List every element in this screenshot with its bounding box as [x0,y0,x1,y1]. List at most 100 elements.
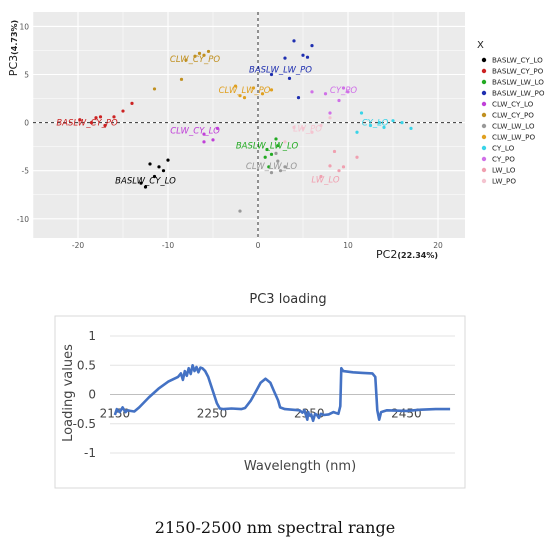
scatter-point [328,116,332,120]
scatter-point [184,58,188,62]
scatter-point [323,92,328,96]
scatter-point [78,118,82,122]
scatter-point [310,44,314,48]
scatter-x-tick-label: -10 [162,241,174,250]
scatter-point [121,109,125,113]
loading-gridlines [110,335,455,454]
scatter-point [328,111,332,115]
scatter-point [332,149,337,154]
scatter-group-label: CY_PO [330,86,358,96]
scatter-point [202,53,206,57]
scatter-point [292,125,296,130]
scatter-point [197,51,202,55]
scatter-point [139,181,143,185]
pc3-loading-chart: -1-0.500.51 2150 2250 2350 2450 Loading val… [54,315,466,489]
legend-marker [481,101,487,107]
scatter-point [276,159,280,163]
scatter-x-axis-label: PC2(22.34%) [376,248,438,261]
legend-entry-label: CY_LO [492,144,515,153]
loading-y-tick-label: -0.5 [73,417,96,431]
loading-y-tick-label: 1 [88,329,96,343]
scatter-point [179,77,184,81]
scatter-point [193,54,197,58]
scatter-point [202,132,206,136]
scatter-point [301,53,305,57]
legend-entry-label: BASLW_CY_PO [492,67,544,76]
loading-y-axis-label: Loading values [61,344,76,442]
legend-marker [481,156,487,162]
scatter-point [238,94,242,98]
scatter-point [274,137,278,141]
scatter-legend: X BASLW_CY_LO BASLW_CY_PO BASLW_LW_LO BASLW… [477,40,545,186]
scatter-point [355,155,359,159]
scatter-y-tick-label: 5 [24,71,29,80]
scatter-group-label: CLW_CY_LO [170,126,220,136]
legend-entry-label: LW_PO [492,177,516,186]
scatter-group-label: CY_LO [362,119,389,129]
scatter-point [269,171,274,175]
loading-y-tick-label: -1 [84,446,96,460]
scatter-x-tick-label: 20 [433,241,443,250]
pca-scatter-plot: BASLW_CY_LO BASLW_CY_PO BASLW_LW_LO BASLW_L… [7,12,545,261]
scatter-point [89,120,94,125]
scatter-point [269,72,274,77]
scatter-group-label: BASLW_LW_PO [249,66,312,76]
scatter-point [337,98,341,103]
scatter-point [283,56,287,60]
scatter-point [103,123,107,128]
legend-entry-label: LW_LO [492,166,516,175]
legend-marker [481,68,487,74]
legend-marker [481,79,487,85]
scatter-point [215,126,220,130]
scatter-x-tick-label: 10 [343,241,353,250]
legend-entry-label: CLW_LW_PO [492,133,535,142]
scatter-point [130,101,134,105]
scatter-group-label: BASLW_CY_LO [115,176,176,186]
scatter-y-tick-label: 0 [24,119,29,128]
scatter-point [283,140,287,144]
scatter-point [263,155,267,159]
scatter-point [211,138,215,142]
loading-chart-title: PC3 loading [249,292,326,307]
scatter-point [310,130,314,134]
scatter-group-label: BASLW_LW_LO [236,142,299,152]
scatter-y-axis-label: PC3(4.73%) [7,20,20,76]
scatter-group-label: BASLW_CY_PO [56,119,118,129]
scatter-points [78,39,413,213]
scatter-point [337,169,341,173]
scatter-x-tick-label: -20 [72,241,84,250]
legend-marker [481,112,487,118]
scatter-point [341,165,346,169]
legend-entry-label: CLW_CY_LO [492,100,534,109]
scatter-group-label: CLW_CY_PO [170,55,220,65]
scatter-point [242,95,247,100]
scatter-point [269,88,274,92]
legend-entry-label: BASLW_LW_PO [492,89,545,98]
scatter-x-tick-labels: -20 -10 0 10 20 [72,241,443,250]
scatter-point [409,126,413,130]
scatter-point [341,86,346,90]
scatter-point [152,174,157,179]
legend-entry-label: BASLW_CY_LO [492,56,543,65]
scatter-point [143,185,148,189]
scatter-point [202,140,206,144]
scatter-y-tick-label: -5 [22,167,30,176]
scatter-group-label: CLW_LW_LO [246,162,298,172]
scatter-point [148,162,152,166]
scatter-group-label: LW_LO [311,175,340,185]
scatter-group-labels: BASLW_CY_LO BASLW_CY_PO BASLW_LW_LO BASLW_L… [56,55,388,186]
scatter-point [400,120,404,125]
scatter-point [265,147,269,152]
legend-entry-label: CY_PO [492,155,515,164]
loading-chart-border [54,315,466,489]
scatter-point [267,165,271,169]
scatter-point [319,174,323,179]
scatter-point [274,151,278,155]
scatter-x-tick-label: 0 [256,241,261,250]
scatter-group-label: LW_PO [293,124,322,134]
scatter-point [157,165,161,169]
scatter-point [305,55,310,59]
scatter-point [98,115,103,119]
scatter-group-label: CLW_LW_PO [219,86,271,96]
